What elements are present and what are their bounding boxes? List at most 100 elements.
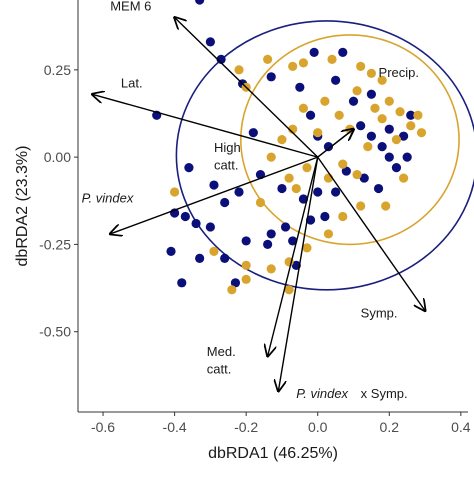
point-navy xyxy=(191,218,201,229)
arrow-label: Med. xyxy=(207,344,236,359)
point-gold xyxy=(356,201,366,211)
point-gold xyxy=(416,128,427,138)
point-gold xyxy=(338,159,348,169)
x-tick-label: 0.2 xyxy=(380,419,400,435)
point-navy xyxy=(359,173,369,183)
point-gold xyxy=(288,61,298,71)
confidence-ellipses xyxy=(175,20,474,291)
arrow-mem-6 xyxy=(175,17,319,158)
point-gold xyxy=(277,135,287,145)
point-gold xyxy=(366,68,376,78)
point-gold xyxy=(241,274,251,284)
point-navy xyxy=(288,236,298,246)
point-navy xyxy=(331,187,341,197)
point-navy xyxy=(266,72,276,82)
point-navy xyxy=(406,110,416,120)
point-navy xyxy=(220,253,230,263)
point-navy xyxy=(184,162,194,173)
point-navy xyxy=(266,229,276,239)
point-navy xyxy=(320,211,330,222)
point-navy xyxy=(373,183,384,194)
arrow-label: Lat. xyxy=(121,75,143,90)
point-navy xyxy=(209,180,219,190)
point-navy xyxy=(241,236,251,246)
arrow-p-vindex-x-symp- xyxy=(278,157,319,391)
point-navy xyxy=(356,121,366,131)
point-gold xyxy=(398,173,409,183)
arrow-lat- xyxy=(92,94,318,158)
point-gold xyxy=(381,201,391,211)
x-tick-label: -0.6 xyxy=(91,419,115,435)
x-axis-title: dbRDA1 (46.25%) xyxy=(208,445,338,462)
arrow-label: catt. xyxy=(207,362,232,377)
point-navy xyxy=(366,89,376,99)
point-navy xyxy=(180,211,190,222)
sample-points xyxy=(152,0,427,295)
point-gold xyxy=(370,103,380,113)
biplot-arrows xyxy=(92,17,425,391)
point-gold xyxy=(234,65,244,75)
arrow-label: High xyxy=(214,140,241,155)
point-gold xyxy=(288,124,298,134)
y-tick-label: -0.25 xyxy=(39,236,71,252)
point-navy xyxy=(384,124,394,134)
point-gold xyxy=(338,211,348,222)
point-navy xyxy=(195,253,205,263)
ellipse-gold xyxy=(239,34,460,246)
point-navy xyxy=(309,47,319,57)
point-navy xyxy=(305,110,316,120)
point-gold xyxy=(227,285,237,295)
point-navy xyxy=(348,96,359,106)
point-navy xyxy=(377,142,387,152)
point-navy xyxy=(398,131,409,141)
y-axis-title: dbRDA2 (23.3%) xyxy=(14,146,31,267)
arrow-symp- xyxy=(317,156,425,311)
point-gold xyxy=(298,103,309,113)
point-gold xyxy=(241,260,251,270)
arrow-p-vindex xyxy=(110,156,318,234)
point-gold xyxy=(255,197,266,208)
point-navy xyxy=(230,278,241,288)
point-gold xyxy=(298,58,309,68)
ellipse-navy xyxy=(175,20,474,291)
point-gold xyxy=(356,61,366,71)
x-tick-label: 0.0 xyxy=(308,419,328,435)
arrow-label: MEM 6 xyxy=(110,0,151,13)
point-gold xyxy=(352,169,362,180)
point-navy xyxy=(305,215,316,225)
point-gold xyxy=(334,110,344,120)
point-gold xyxy=(284,285,294,295)
arrow-label: Symp. xyxy=(361,306,398,321)
y-tick-label: 0.25 xyxy=(44,62,71,78)
point-navy xyxy=(166,246,176,256)
axes: -0.6 -0.4 -0.2 0.0 0.2 0.4 0.25 0.00 -0.25 -0.50 xyxy=(39,0,471,435)
point-gold xyxy=(395,107,405,117)
point-gold xyxy=(327,54,337,64)
y-tick-label: 0.00 xyxy=(44,149,71,165)
point-gold xyxy=(323,229,334,239)
x-tick-label: -0.2 xyxy=(234,419,258,435)
y-tick-label: -0.50 xyxy=(39,324,71,340)
point-gold xyxy=(266,264,276,274)
arrow-label: P. vindex xyxy=(82,191,134,206)
point-navy xyxy=(295,82,305,92)
point-navy xyxy=(280,222,291,232)
point-navy xyxy=(366,131,376,141)
point-navy xyxy=(205,37,215,47)
arrow-label: x Symp. xyxy=(361,386,408,401)
point-navy xyxy=(195,0,205,5)
point-gold xyxy=(320,96,330,106)
point-gold xyxy=(352,86,362,96)
point-gold xyxy=(313,128,323,138)
point-gold xyxy=(209,246,219,256)
point-navy xyxy=(277,183,287,194)
point-gold xyxy=(291,183,301,194)
point-navy xyxy=(220,197,230,208)
arrow-precip- xyxy=(317,129,354,158)
x-tick-label: -0.4 xyxy=(163,419,187,435)
point-gold xyxy=(284,173,294,183)
point-gold xyxy=(377,75,387,85)
point-gold xyxy=(263,54,273,64)
